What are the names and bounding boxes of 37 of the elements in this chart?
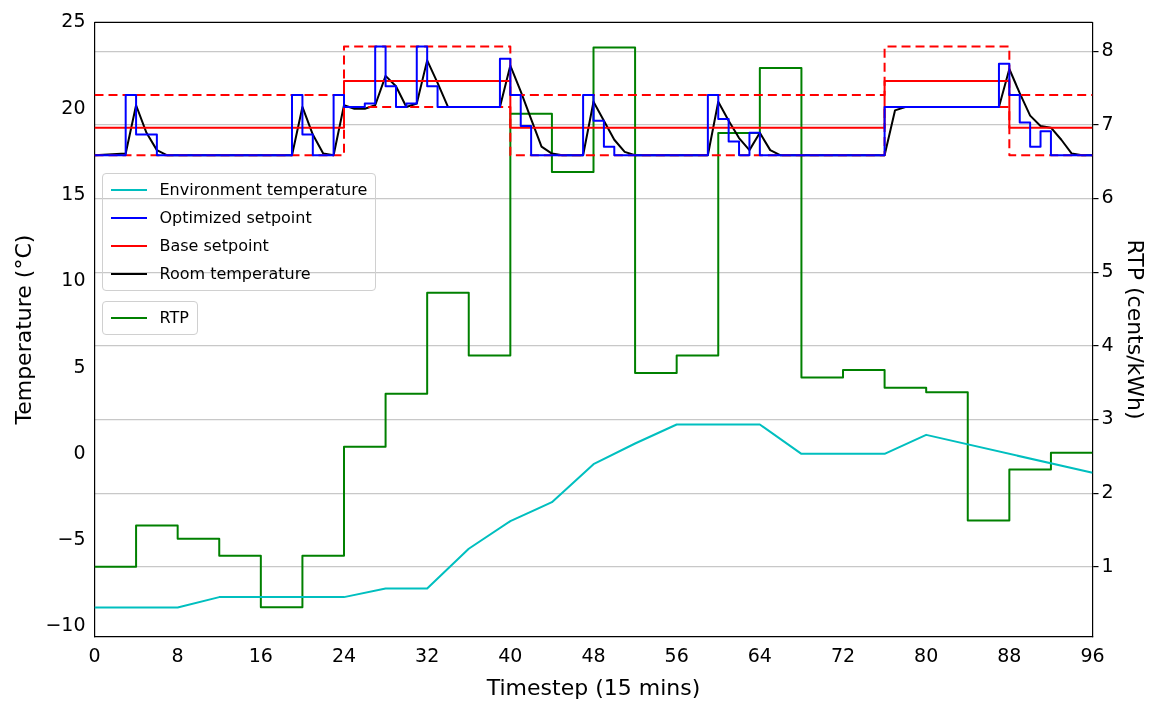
x-tick-label: 64 (747, 644, 772, 667)
y-tick-label: 5 (73, 354, 86, 377)
legend-label: Room temperature (159, 264, 311, 284)
y2-tick-label: 4 (1101, 332, 1114, 355)
y-tick-label: 0 (73, 440, 86, 463)
y2-tick-label: 6 (1101, 185, 1114, 208)
y-tick-label: −10 (45, 613, 86, 636)
x-tick-label: 72 (830, 644, 856, 667)
x-tick-label: 96 (1080, 644, 1105, 667)
x-tick-label: 80 (914, 644, 939, 667)
y-tick-label: −5 (57, 527, 86, 550)
x-tick-label: 32 (415, 644, 440, 667)
y-tick-label: 20 (61, 95, 86, 118)
y2-tick-label: 2 (1101, 480, 1114, 503)
legend-label: Optimized setpoint (159, 208, 312, 228)
y2-tick-label: 8 (1101, 38, 1114, 61)
legend-label: Environment temperature (159, 180, 368, 200)
x-tick-label: 88 (997, 644, 1022, 667)
y2-tick-label: 1 (1101, 553, 1114, 576)
y2-axis-title: RTP (cents/kWh) (1123, 239, 1149, 420)
y2-tick-label: 5 (1101, 259, 1114, 282)
legend-label: Base setpoint (159, 236, 269, 256)
x-tick-label: 0 (88, 644, 101, 667)
x-tick-label: 8 (171, 644, 184, 667)
y2-tick-label: 3 (1101, 406, 1114, 429)
x-tick-label: 48 (581, 644, 606, 667)
y-tick-label: 10 (61, 268, 86, 291)
x-tick-label: 56 (664, 644, 689, 667)
y-axis-title: Temperature (°C) (10, 234, 36, 426)
x-tick-label: 40 (498, 644, 523, 667)
y-tick-label: 15 (61, 181, 86, 204)
x-tick-label: 16 (248, 644, 273, 667)
y2-tick-label: 7 (1101, 111, 1114, 134)
y-tick-label: 25 (61, 9, 86, 32)
x-axis-title: Timestep (15 mins) (485, 674, 701, 700)
x-tick-label: 24 (331, 644, 357, 667)
legend-label: RTP (159, 308, 189, 328)
